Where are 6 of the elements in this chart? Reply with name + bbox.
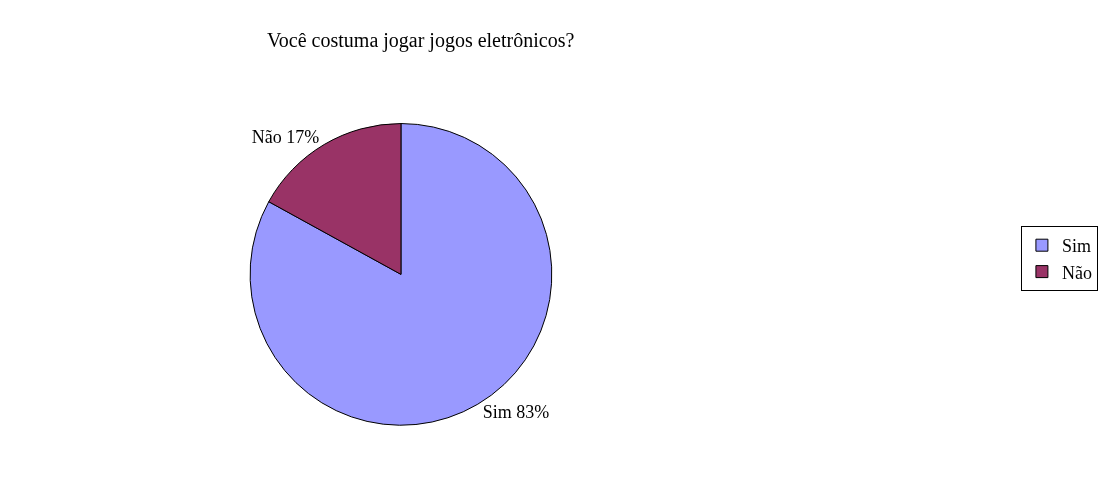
legend-label: Sim (1061, 236, 1091, 257)
legend-label: Não (1061, 262, 1092, 283)
data-label: Não 17% (251, 127, 320, 148)
data-label: Sim 83% (482, 401, 550, 422)
chart-title: Você costuma jogar jogos eletrônicos? (267, 29, 575, 53)
pie-slice (249, 123, 553, 426)
